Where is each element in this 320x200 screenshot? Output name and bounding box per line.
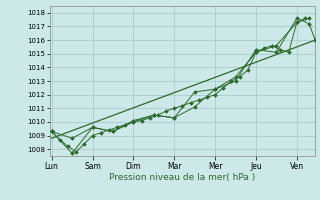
X-axis label: Pression niveau de la mer( hPa ): Pression niveau de la mer( hPa )	[109, 173, 256, 182]
